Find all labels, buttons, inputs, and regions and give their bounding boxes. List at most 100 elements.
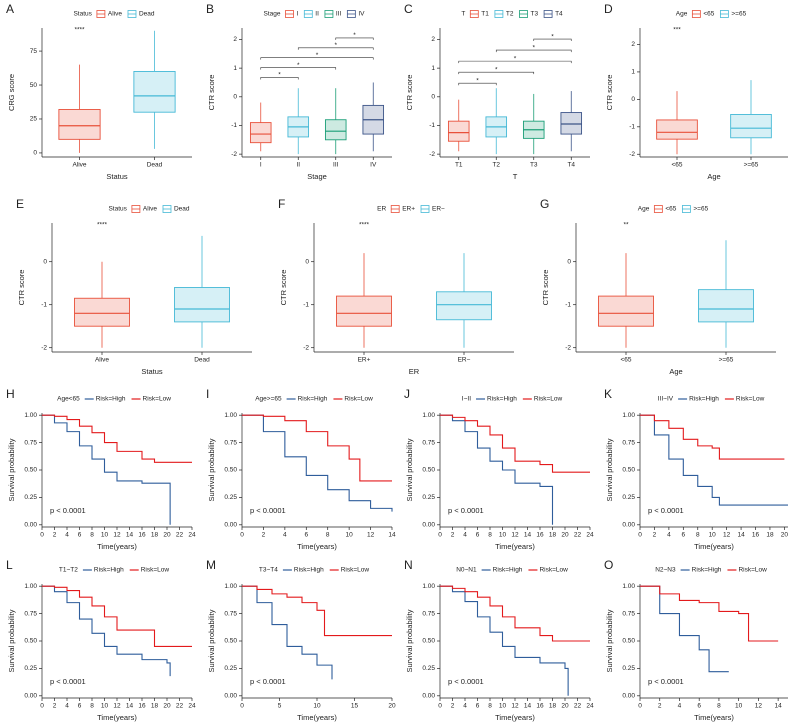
- x-axis-label: Age: [669, 367, 682, 376]
- y-tick-label: -1: [629, 124, 635, 131]
- legend: Age>=65 Risk=High Risk=Low: [255, 396, 373, 403]
- y-axis-label: CTR score: [605, 75, 614, 111]
- x-axis-label: Time(years): [297, 713, 337, 722]
- x-tick-label: 6: [682, 532, 686, 539]
- x-tick-label: 8: [717, 703, 721, 710]
- x-axis-label: Status: [141, 367, 163, 376]
- y-tick-label: 0.25: [24, 665, 37, 672]
- legend-label: IV: [358, 11, 365, 18]
- x-tick-label: 14: [524, 703, 532, 710]
- legend-title: Stage: [263, 11, 280, 18]
- box: [598, 295, 654, 327]
- legend-label: <65: [703, 11, 714, 18]
- y-tick-label: 0.00: [622, 522, 635, 529]
- x-tick-label: T1: [455, 162, 463, 169]
- comparison-label: *: [353, 32, 356, 39]
- x-tick-label: 18: [151, 532, 159, 539]
- comparison-bracket: [495, 49, 572, 53]
- x-tick-label: 6: [476, 532, 480, 539]
- x-tick-label: <65: [620, 357, 631, 364]
- y-tick-label: 0.25: [622, 665, 635, 672]
- box: [336, 295, 392, 327]
- x-tick-label: 22: [176, 703, 184, 710]
- y-tick-label: -2: [231, 151, 237, 158]
- x-tick-label: 16: [752, 532, 760, 539]
- legend-label: Dead: [139, 11, 155, 18]
- legend-title: Age: [676, 11, 688, 18]
- x-tick-label: 8: [696, 532, 700, 539]
- legend-label: Risk=High: [96, 396, 126, 403]
- y-axis-label: CRG score: [7, 74, 16, 111]
- panel-letter: B: [206, 2, 214, 16]
- comparison-bracket: [335, 37, 374, 40]
- legend-label: Risk=Low: [738, 567, 767, 574]
- x-tick-label: 24: [188, 703, 196, 710]
- comparison-label: *: [316, 52, 319, 59]
- x-tick-label: 12: [511, 703, 519, 710]
- panel-letter: N: [404, 558, 413, 572]
- x-tick-label: III: [333, 162, 339, 169]
- x-tick-label: <65: [671, 162, 682, 169]
- x-tick-label: 12: [511, 532, 519, 539]
- y-tick-label: 1: [431, 65, 435, 72]
- legend-label: Risk=High: [94, 567, 124, 574]
- y-tick-label: 0.75: [24, 439, 37, 446]
- x-tick-label: 8: [488, 703, 492, 710]
- box: [730, 114, 772, 139]
- legend-label: I: [296, 11, 298, 18]
- y-tick-label: 0.50: [224, 638, 237, 645]
- comparison-bracket: [260, 67, 337, 70]
- x-tick-label: 8: [488, 532, 492, 539]
- panel-letter: E: [16, 197, 24, 211]
- box: [74, 297, 130, 327]
- legend-title: III~IV: [658, 396, 674, 403]
- y-tick-label: -2: [303, 344, 309, 351]
- legend-title: N2~N3: [655, 567, 676, 574]
- x-tick-label: 20: [388, 703, 396, 710]
- x-tick-label: 22: [574, 532, 582, 539]
- box: [133, 71, 176, 113]
- x-tick-label: 6: [304, 532, 308, 539]
- y-tick-label: 0.00: [422, 522, 435, 529]
- y-tick-label: 1.00: [224, 583, 237, 590]
- legend-label: Risk=Low: [143, 396, 172, 403]
- y-tick-label: 0.00: [24, 693, 37, 700]
- legend-label: ER−: [432, 206, 445, 213]
- legend-label: Alive: [143, 206, 157, 213]
- x-tick-label: 6: [476, 703, 480, 710]
- panel-letter: I: [206, 387, 209, 401]
- legend-label: T2: [506, 11, 514, 18]
- x-axis-label: T: [513, 172, 518, 181]
- y-tick-label: 0: [305, 258, 309, 265]
- panel-letter: H: [6, 387, 15, 401]
- box: [249, 122, 272, 144]
- legend-label: <65: [665, 206, 676, 213]
- panel-letter: O: [604, 558, 613, 572]
- panel-letter: G: [540, 197, 549, 211]
- legend-label: T1: [481, 11, 489, 18]
- box: [58, 109, 101, 140]
- y-tick-label: -2: [41, 344, 47, 351]
- y-tick-label: 0: [43, 258, 47, 265]
- box: [447, 120, 470, 142]
- x-tick-label: 0: [438, 532, 442, 539]
- y-tick-label: 0.50: [422, 638, 435, 645]
- p-value: p < 0.0001: [448, 506, 484, 515]
- p-value: p < 0.0001: [648, 506, 684, 515]
- legend-title: Status: [73, 11, 92, 18]
- survival-curve: [640, 414, 788, 506]
- x-tick-label: >=65: [744, 162, 759, 169]
- y-tick-label: 0.25: [622, 494, 635, 501]
- y-axis-label: CTR score: [405, 75, 414, 111]
- y-tick-label: 1: [631, 69, 635, 76]
- comparison-bracket: [458, 82, 497, 86]
- legend: Stage I II III IV: [263, 10, 365, 18]
- x-tick-label: 10: [735, 703, 743, 710]
- x-tick-label: T2: [492, 162, 500, 169]
- comparison-bracket: [458, 71, 535, 75]
- x-tick-label: 18: [549, 703, 557, 710]
- x-tick-label: 12: [367, 532, 375, 539]
- y-axis-label: Survival probability: [605, 438, 614, 501]
- x-tick-label: 0: [240, 703, 244, 710]
